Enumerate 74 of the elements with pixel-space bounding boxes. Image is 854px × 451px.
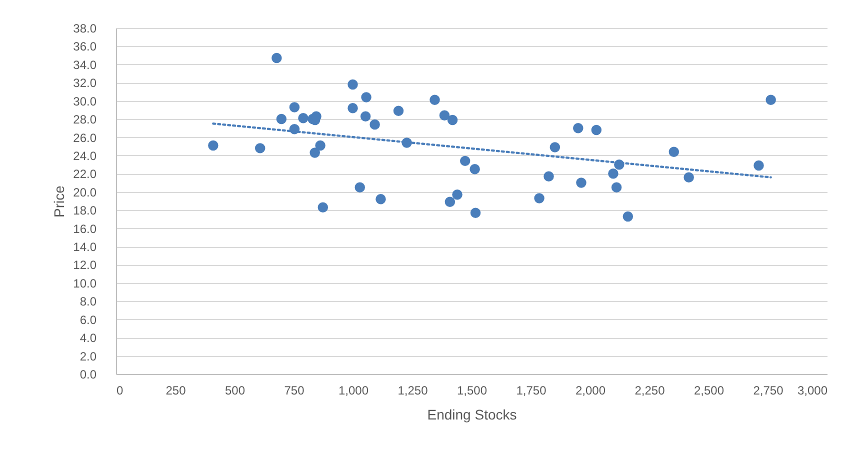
x-tick-label: 750 — [284, 384, 305, 398]
y-tick-label: 12.0 — [73, 258, 97, 272]
point — [470, 208, 481, 218]
y-tick-label: 0.0 — [80, 368, 97, 382]
point — [393, 106, 404, 116]
point — [573, 123, 584, 134]
point — [348, 103, 358, 114]
y-tick-label: 6.0 — [80, 312, 97, 327]
y-tick-label: 4.0 — [80, 331, 97, 346]
x-tick-label: 3,000 — [797, 384, 828, 398]
point — [452, 190, 462, 200]
point — [766, 94, 776, 106]
y-tick-label: 20.0 — [73, 185, 97, 200]
y-tick-label: 32.0 — [73, 76, 97, 90]
point — [591, 124, 602, 136]
point — [208, 140, 218, 151]
x-tick-label: 1,000 — [338, 384, 369, 398]
y-tick-label: 18.0 — [73, 204, 97, 218]
y-axis-title: Price — [51, 185, 68, 218]
point — [622, 211, 634, 222]
y-tick-label: 30.0 — [73, 94, 97, 108]
point — [754, 160, 764, 171]
point — [430, 94, 440, 106]
x-tick-label: 2,250 — [634, 384, 666, 398]
y-tick-label: 24.0 — [73, 148, 97, 163]
y-tick-label: 2.0 — [80, 349, 97, 364]
y-tick-label: 36.0 — [73, 40, 97, 54]
x-tick-label: 2,000 — [575, 384, 606, 398]
point — [439, 110, 450, 121]
x-axis-title: Ending Stocks — [427, 406, 517, 422]
x-tick-label: 1,500 — [456, 384, 488, 398]
point — [576, 178, 586, 188]
point — [550, 142, 560, 152]
y-tick-label: 16.0 — [73, 222, 97, 236]
y-tick-label: 22.0 — [73, 167, 97, 182]
x-tick-label: 2,500 — [694, 384, 724, 398]
x-tick-label: 1,750 — [516, 384, 547, 398]
point — [298, 113, 308, 124]
x-tick-label: 0 — [116, 384, 124, 398]
x-tick-label: 250 — [166, 384, 186, 398]
x-tick-label: 2,750 — [753, 384, 784, 398]
x-tick-label: 1,250 — [398, 384, 428, 398]
point — [276, 114, 287, 124]
point — [668, 146, 680, 157]
y-tick-label: 10.0 — [73, 276, 97, 290]
y-tick-label: 28.0 — [73, 112, 97, 127]
point — [254, 143, 266, 154]
y-tick-label: 8.0 — [80, 294, 97, 309]
point — [354, 182, 365, 192]
point — [376, 194, 386, 204]
point — [289, 102, 300, 112]
point — [361, 92, 372, 102]
point — [608, 168, 618, 179]
point — [611, 182, 622, 192]
point — [460, 156, 470, 166]
point — [684, 172, 694, 182]
point — [360, 111, 371, 122]
point — [544, 171, 554, 182]
point — [370, 119, 380, 130]
point — [444, 196, 456, 208]
point — [318, 202, 328, 212]
point — [311, 111, 322, 122]
point — [348, 79, 358, 90]
point — [470, 164, 480, 174]
y-tick-label: 38.0 — [73, 22, 97, 36]
y-tick-label: 34.0 — [73, 58, 97, 72]
point — [315, 140, 326, 151]
x-tick-label: 500 — [224, 384, 246, 398]
point — [447, 114, 458, 126]
point — [272, 52, 282, 64]
y-tick-label: 26.0 — [73, 130, 97, 145]
point — [534, 193, 544, 204]
y-tick-label: 14.0 — [73, 240, 97, 254]
point — [310, 148, 320, 158]
